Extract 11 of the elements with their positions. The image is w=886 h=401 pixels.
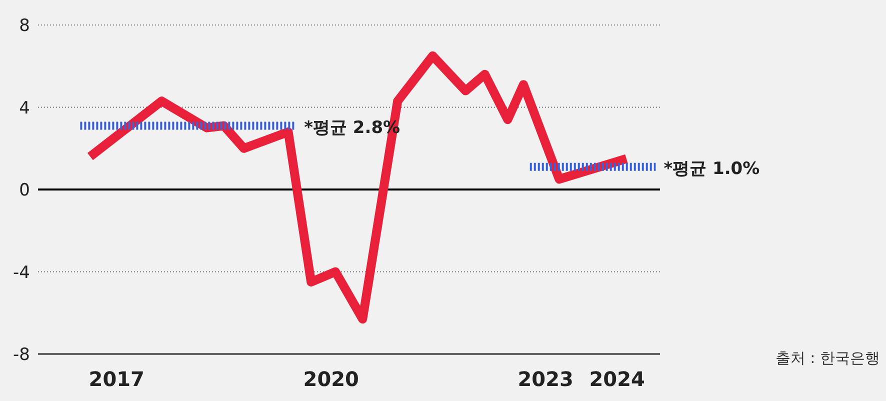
source-note: 출처 : 한국은행 [775, 349, 880, 367]
y-tick-label: -8 [13, 345, 30, 366]
x-tick-label: 2023 [518, 367, 574, 392]
y-tick-label: 4 [19, 98, 30, 118]
x-tick-label: 2024 [589, 367, 645, 392]
y-tick-label: 0 [19, 180, 30, 201]
x-tick-label: 2020 [303, 367, 359, 392]
annotation: *평균 1.0% [664, 158, 760, 179]
y-tick-label: 8 [19, 16, 30, 36]
y-tick-label: -4 [13, 262, 30, 283]
x-tick-label: 2017 [88, 367, 144, 392]
